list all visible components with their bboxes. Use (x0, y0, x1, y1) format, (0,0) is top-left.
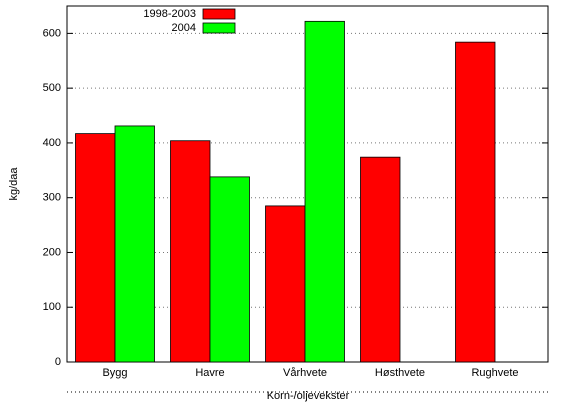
legend-swatch (202, 22, 236, 34)
x-tick-label: Høsthvete (375, 367, 425, 379)
bar (360, 156, 401, 363)
bar (75, 133, 116, 363)
x-tick-label: Havre (195, 367, 224, 379)
bar (265, 205, 306, 363)
y-tick-label: 500 (43, 82, 61, 94)
y-tick-label: 600 (43, 27, 61, 39)
bar (455, 41, 496, 363)
legend-swatch (202, 8, 236, 20)
y-tick-label: 400 (43, 137, 61, 149)
x-tick-label: Bygg (102, 367, 127, 379)
y-axis-label: kg/daa (8, 167, 20, 201)
bar (304, 20, 345, 363)
x-tick-label: Rughvete (471, 367, 518, 379)
y-tick-label: 200 (43, 246, 61, 258)
bar (209, 176, 250, 363)
bar (170, 140, 211, 363)
y-tick-label: 0 (55, 356, 61, 368)
legend-label: 2004 (172, 22, 196, 34)
y-tick-label: 100 (43, 301, 61, 313)
legend-label: 1998-2003 (143, 8, 196, 20)
bar (114, 125, 155, 363)
y-tick-label: 300 (43, 192, 61, 204)
x-tick-label: Vårhvete (283, 367, 327, 379)
x-axis-label: Korn-/oljevekster (267, 390, 350, 402)
